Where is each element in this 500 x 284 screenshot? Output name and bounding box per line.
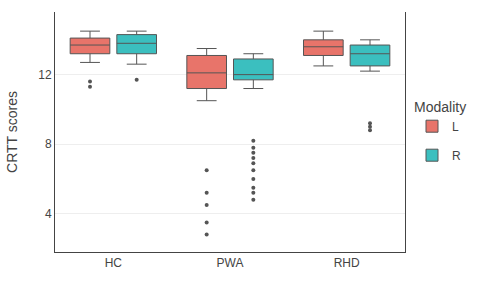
svg-text:PWA: PWA (217, 256, 244, 270)
svg-text:L: L (452, 120, 459, 134)
svg-text:CRTT scores: CRTT scores (4, 91, 20, 173)
svg-text:8: 8 (45, 137, 52, 151)
svg-text:RHD: RHD (334, 256, 360, 270)
svg-text:12: 12 (38, 68, 52, 82)
svg-text:R: R (452, 149, 461, 163)
svg-text:HC: HC (105, 256, 123, 270)
svg-text:Modality: Modality (414, 99, 466, 115)
svg-text:4: 4 (45, 207, 52, 221)
